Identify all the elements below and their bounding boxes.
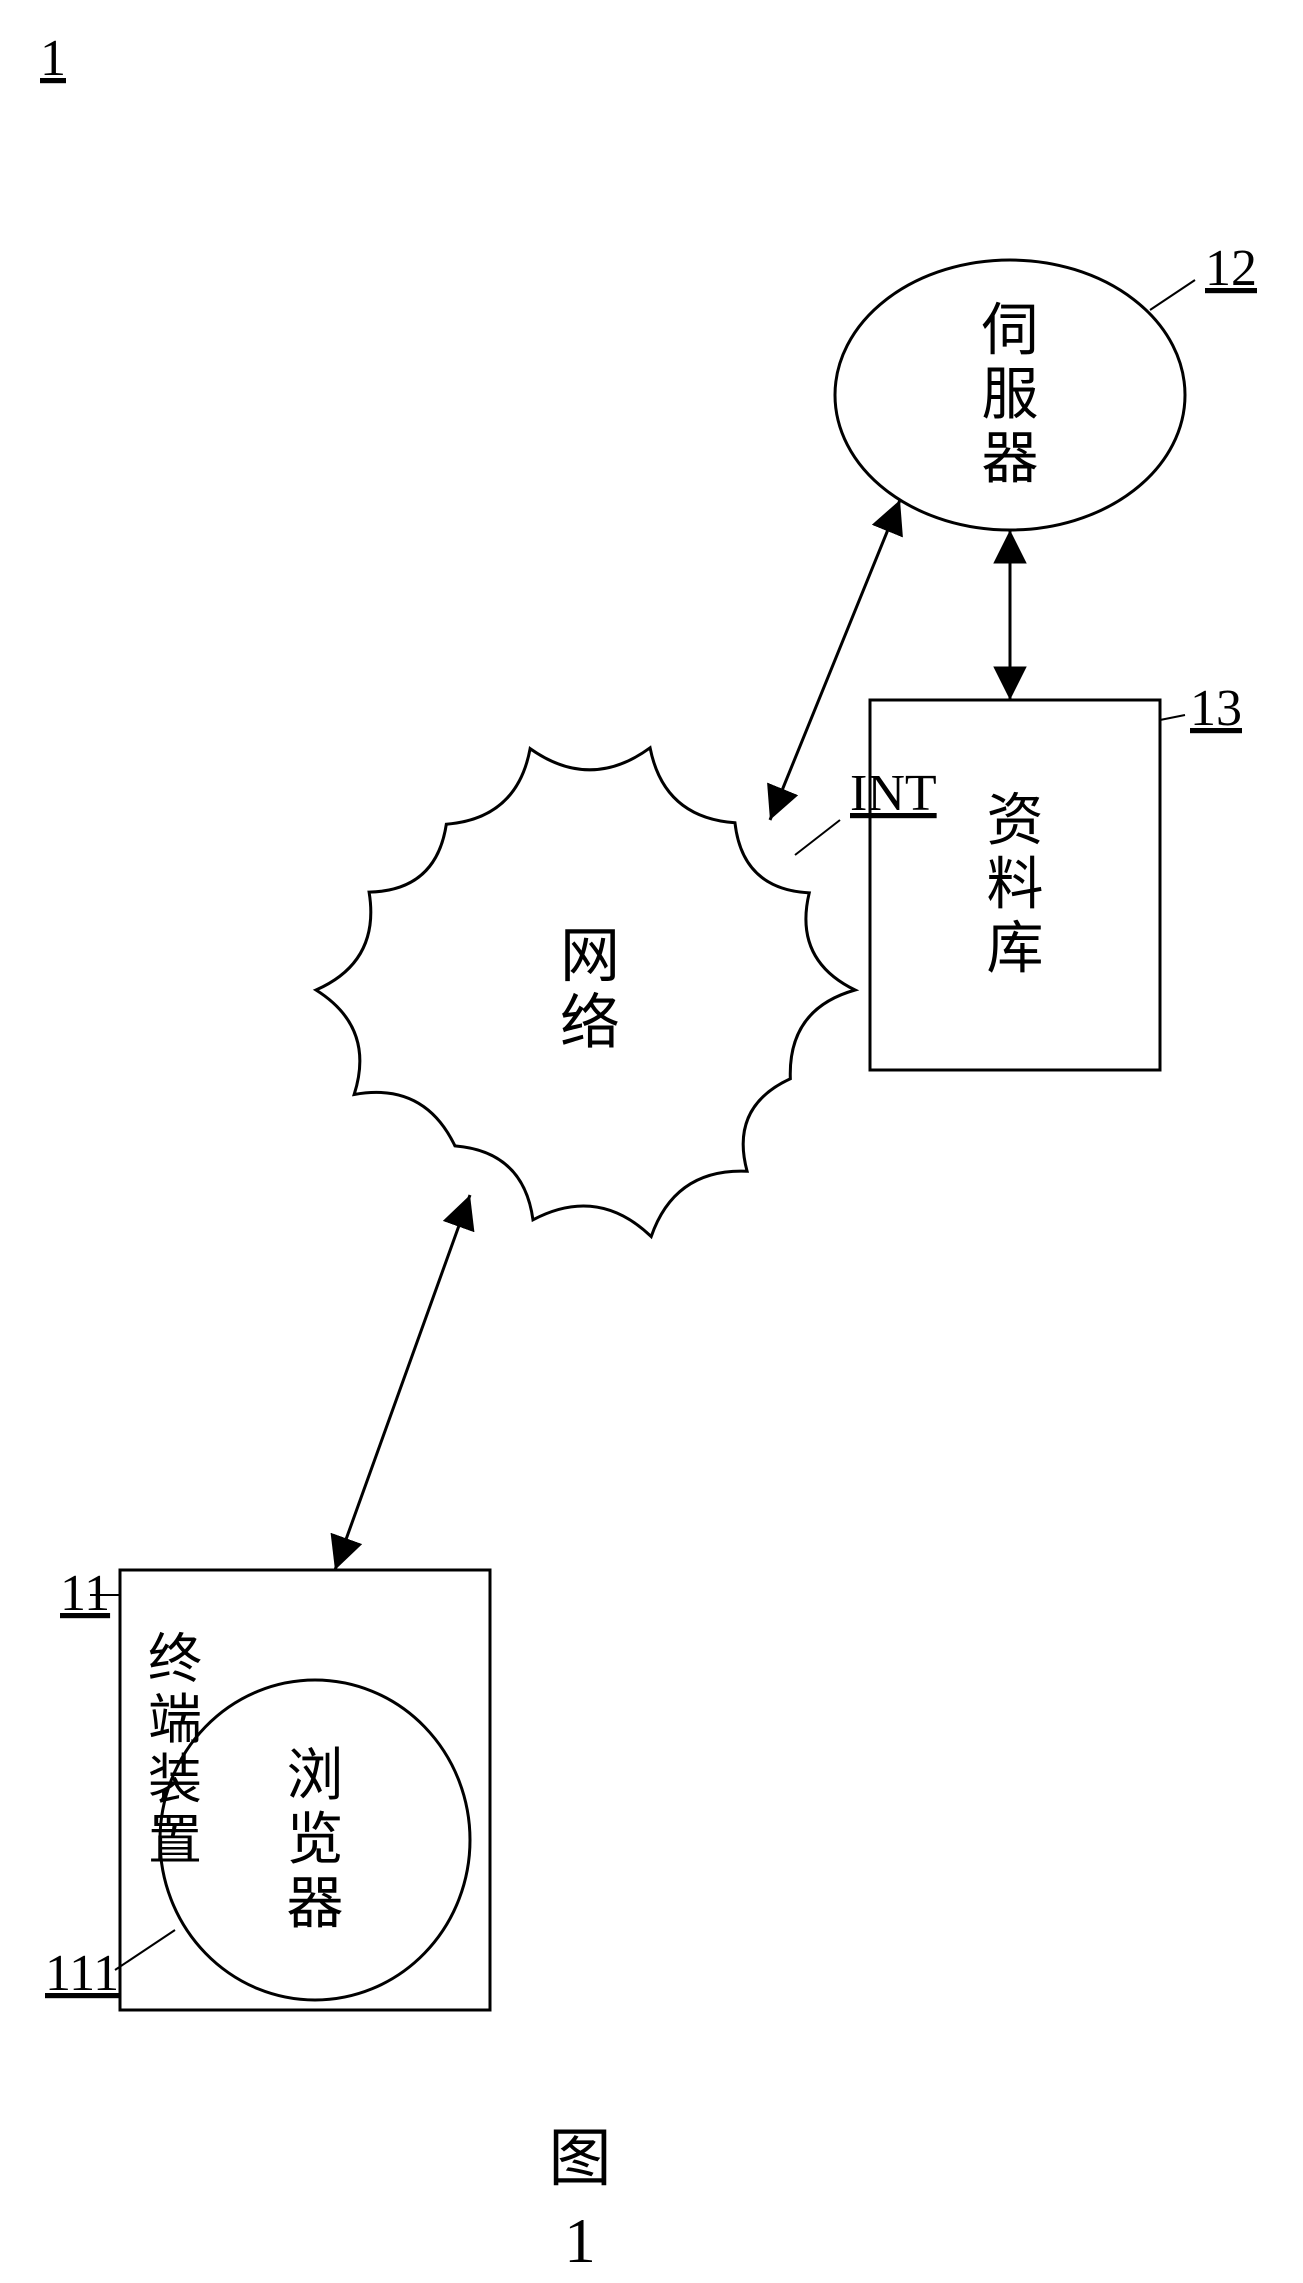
ref-database: 13 — [1190, 680, 1242, 737]
ref-system: 1 — [40, 30, 66, 87]
leader-browser — [115, 1930, 175, 1970]
svg-text:装: 装 — [148, 1750, 202, 1810]
svg-text:络: 络 — [560, 991, 620, 1057]
ref-network: INT — [850, 765, 937, 822]
figure-caption: 图1 — [549, 2124, 612, 2276]
svg-text:伺: 伺 — [982, 300, 1039, 363]
svg-text:网: 网 — [560, 923, 620, 989]
svg-text:终: 终 — [148, 1629, 202, 1689]
ref-server: 12 — [1205, 240, 1257, 297]
leader-database — [1160, 715, 1185, 720]
svg-text:浏: 浏 — [287, 1745, 344, 1808]
leader-server — [1150, 280, 1195, 310]
svg-text:服: 服 — [982, 364, 1039, 427]
svg-text:览: 览 — [287, 1809, 344, 1872]
svg-text:料: 料 — [987, 854, 1044, 917]
svg-text:置: 置 — [148, 1811, 202, 1871]
svg-text:器: 器 — [287, 1872, 344, 1935]
server-label: 伺服器 — [982, 300, 1039, 491]
svg-text:库: 库 — [987, 917, 1044, 980]
svg-text:资: 资 — [987, 790, 1044, 853]
svg-text:1: 1 — [564, 2206, 596, 2276]
svg-text:器: 器 — [982, 427, 1039, 490]
browser-label: 浏览器 — [287, 1745, 344, 1936]
terminal-label: 终端装置 — [148, 1629, 202, 1870]
leader-network — [795, 820, 840, 855]
edge-terminal-network — [335, 1195, 470, 1570]
database-label: 资料库 — [987, 790, 1044, 981]
ref-browser: 111 — [45, 1945, 119, 2002]
svg-text:图: 图 — [549, 2124, 612, 2194]
network-label: 网络 — [560, 923, 620, 1056]
ref-terminal: 11 — [60, 1565, 110, 1622]
